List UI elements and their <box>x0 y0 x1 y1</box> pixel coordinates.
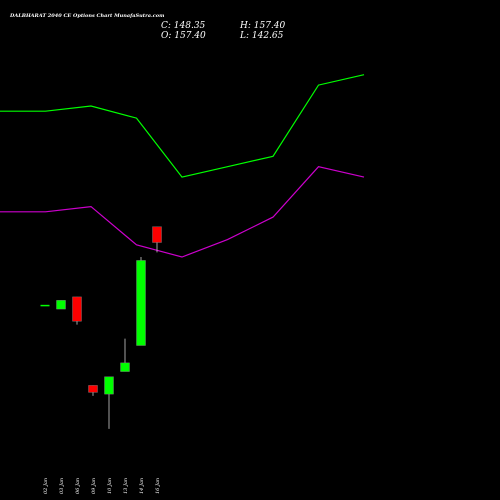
close-readout: C: 148.35 <box>161 21 206 31</box>
band-line-1 <box>0 74 365 178</box>
candle-14-jan <box>136 256 146 346</box>
x-tick-label: 06 Jan <box>75 478 81 494</box>
candle-body <box>136 260 146 346</box>
low-readout: L: 142.65 <box>239 31 284 41</box>
x-tick-label: 16 Jan <box>155 478 161 494</box>
x-axis-ticks: 02 Jan 03 Jan 06 Jan 09 Jan 10 Jan 13 Jan 14 J… <box>43 478 161 494</box>
band-line-2 <box>0 166 365 258</box>
x-tick-label: 03 Jan <box>59 478 65 494</box>
candle-16-jan <box>152 226 162 253</box>
candle-10-jan <box>104 376 114 429</box>
candle-09-jan <box>88 385 98 396</box>
open-readout: O: 157.40 <box>161 31 206 41</box>
candle-body <box>56 300 66 310</box>
x-tick-label: 09 Jan <box>91 478 97 494</box>
candle-13-jan <box>120 338 130 372</box>
candle-body <box>72 296 82 322</box>
candle-body <box>88 385 98 393</box>
x-tick-label: 13 Jan <box>123 478 129 494</box>
candle-06-jan <box>72 296 82 325</box>
high-readout: H: 157.40 <box>239 21 286 31</box>
x-tick-label: 02 Jan <box>43 478 49 494</box>
candle-body <box>104 376 114 395</box>
band-lines <box>0 74 365 258</box>
x-tick-label: 10 Jan <box>107 478 113 494</box>
candle-body <box>152 226 162 243</box>
candle-03-jan <box>56 300 66 310</box>
candle-body <box>120 362 130 372</box>
candles <box>40 226 162 429</box>
chart-title: DALBHARAT 2040 CE Options Chart MunafaSu… <box>9 13 164 19</box>
x-tick-label: 14 Jan <box>139 478 145 494</box>
